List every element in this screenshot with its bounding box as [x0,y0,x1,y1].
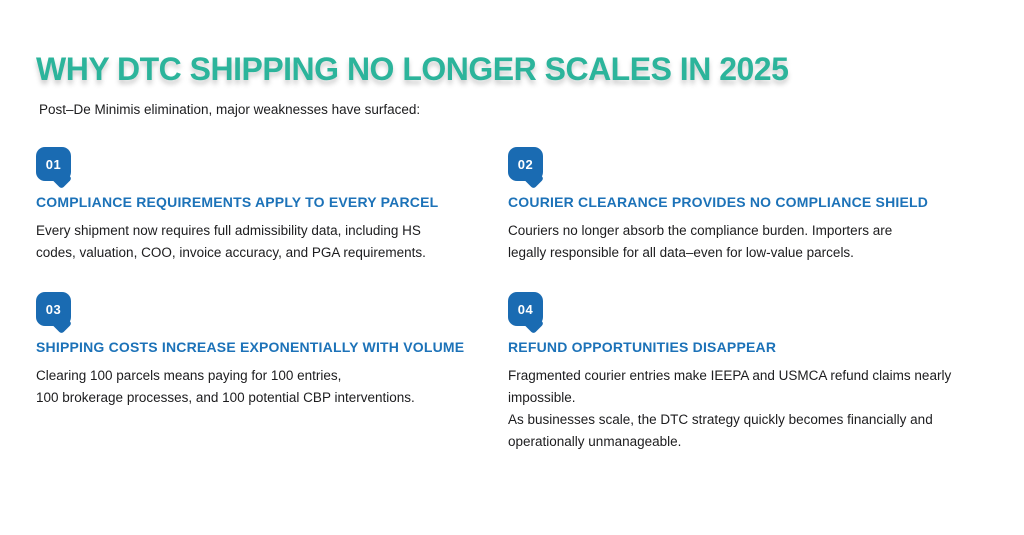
item-title: COURIER CLEARANCE PROVIDES NO COMPLIANCE… [508,194,929,210]
page-title: WHY DTC SHIPPING NO LONGER SCALES IN 202… [36,51,789,87]
item-body: Couriers no longer absorb the compliance… [508,223,893,260]
item-title: SHIPPING COSTS INCREASE EXPONENTIALLY WI… [36,339,465,355]
feature-item-04: 04 REFUND OPPORTUNITIES DISAPPEAR Fragme… [508,292,984,453]
subtitle: Post–De Minimis elimination, major weakn… [39,102,421,117]
feature-item-02: 02 COURIER CLEARANCE PROVIDES NO COMPLIA… [508,147,984,264]
number-badge: 03 [36,292,71,326]
number-badge: 04 [508,292,543,326]
number-badge: 02 [508,147,543,181]
badge-number: 04 [517,301,534,317]
item-body: Every shipment now requires full admissi… [36,223,426,260]
item-title: REFUND OPPORTUNITIES DISAPPEAR [508,339,777,355]
badge-number: 01 [45,156,62,172]
feature-item-03: 03 SHIPPING COSTS INCREASE EXPONENTIALLY… [36,292,488,453]
feature-item-01: 01 COMPLIANCE REQUIREMENTS APPLY TO EVER… [36,147,488,264]
item-title: COMPLIANCE REQUIREMENTS APPLY TO EVERY P… [36,194,439,210]
item-body: Clearing 100 parcels means paying for 10… [36,368,415,405]
number-badge: 01 [36,147,71,181]
item-body: Fragmented courier entries make IEEPA an… [508,368,952,449]
badge-number: 03 [45,301,62,317]
items-grid: 01 COMPLIANCE REQUIREMENTS APPLY TO EVER… [36,147,984,453]
badge-number: 02 [517,156,534,172]
